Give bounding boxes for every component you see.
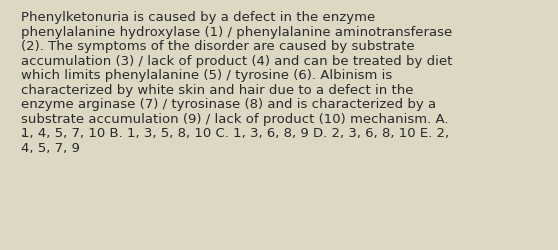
- Text: (2). The symptoms of the disorder are caused by substrate: (2). The symptoms of the disorder are ca…: [21, 40, 415, 53]
- Text: 1, 4, 5, 7, 10 B. 1, 3, 5, 8, 10 C. 1, 3, 6, 8, 9 D. 2, 3, 6, 8, 10 E. 2,: 1, 4, 5, 7, 10 B. 1, 3, 5, 8, 10 C. 1, 3…: [21, 127, 449, 140]
- Text: phenylalanine hydroxylase (1) / phenylalanine aminotransferase: phenylalanine hydroxylase (1) / phenylal…: [21, 26, 453, 39]
- Text: accumulation (3) / lack of product (4) and can be treated by diet: accumulation (3) / lack of product (4) a…: [21, 54, 453, 68]
- Text: Phenylketonuria is caused by a defect in the enzyme: Phenylketonuria is caused by a defect in…: [21, 11, 376, 24]
- Text: characterized by white skin and hair due to a defect in the: characterized by white skin and hair due…: [21, 84, 413, 96]
- Text: which limits phenylalanine (5) / tyrosine (6). Albinism is: which limits phenylalanine (5) / tyrosin…: [21, 69, 392, 82]
- Text: substrate accumulation (9) / lack of product (10) mechanism. A.: substrate accumulation (9) / lack of pro…: [21, 112, 449, 125]
- Text: enzyme arginase (7) / tyrosinase (8) and is characterized by a: enzyme arginase (7) / tyrosinase (8) and…: [21, 98, 436, 111]
- Text: 4, 5, 7, 9: 4, 5, 7, 9: [21, 141, 80, 154]
